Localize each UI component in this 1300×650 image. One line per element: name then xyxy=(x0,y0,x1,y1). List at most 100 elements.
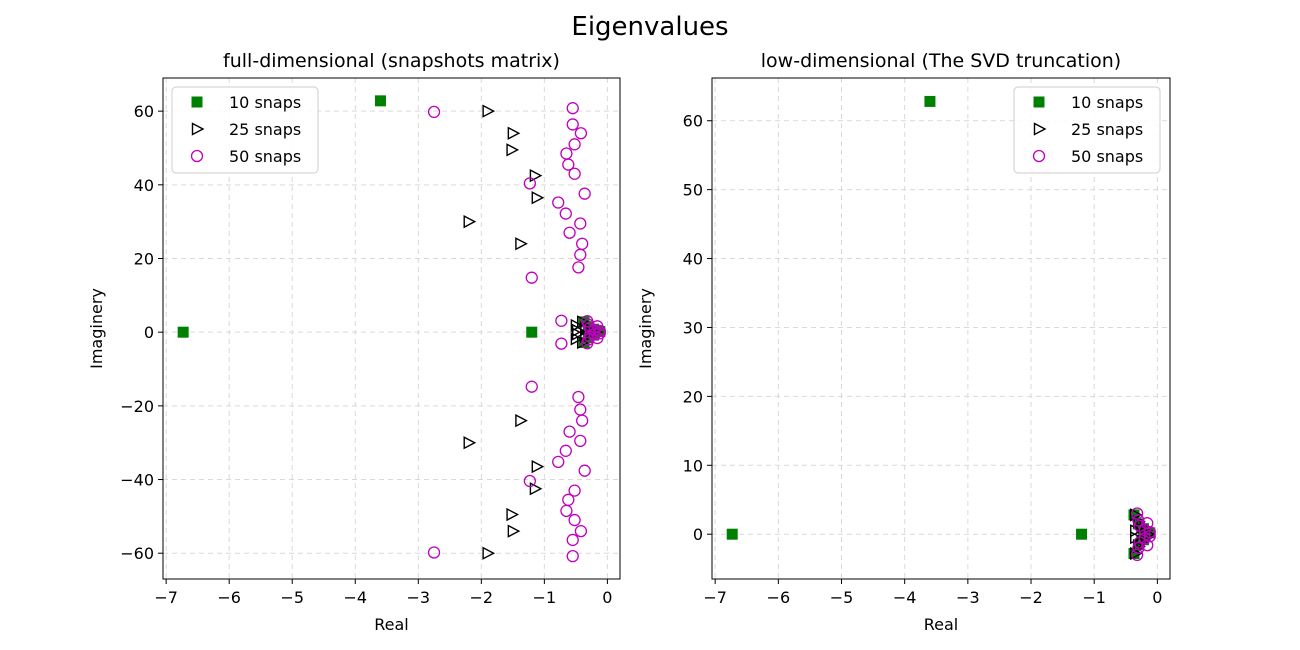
data-point xyxy=(463,436,477,450)
data-point xyxy=(1131,507,1144,520)
data-point xyxy=(1132,541,1145,555)
x-tick-label: −5 xyxy=(280,588,304,607)
data-point xyxy=(574,127,588,140)
legend-label: 10 snaps xyxy=(1071,93,1143,112)
data-point xyxy=(506,143,520,157)
data-point xyxy=(568,167,581,180)
x-tick-label: −2 xyxy=(470,588,494,607)
data-point xyxy=(1130,530,1143,545)
y-tick-label: 20 xyxy=(683,387,703,406)
x-tick-label: −5 xyxy=(830,588,854,607)
y-tick-label: 40 xyxy=(134,176,154,195)
data-point xyxy=(482,104,496,118)
data-point xyxy=(566,102,579,115)
y-tick-label: 0 xyxy=(144,323,154,342)
y-tick-label: 60 xyxy=(134,102,154,121)
y-axis-label: Imaginery xyxy=(87,288,106,369)
data-point xyxy=(525,380,538,393)
legend-marker xyxy=(1032,149,1046,163)
legend-marker xyxy=(191,96,203,108)
data-point xyxy=(574,403,587,416)
axes-frame xyxy=(711,77,1171,580)
y-tick-label: 40 xyxy=(683,250,703,269)
data-point xyxy=(562,493,575,506)
legend-marker xyxy=(190,149,204,163)
series-50-snaps xyxy=(427,102,606,563)
data-point xyxy=(562,158,575,171)
series-25-snaps xyxy=(463,104,604,560)
data-point xyxy=(552,196,565,209)
data-point xyxy=(580,321,593,335)
data-point xyxy=(1141,539,1154,552)
data-point xyxy=(578,464,591,477)
data-point xyxy=(560,504,573,517)
data-point xyxy=(515,237,528,251)
chart-panels: −7 −6 −5 −4 −3 −2 −1 0−60−40−200204060full-dime… xyxy=(87,50,1171,634)
y-tick-label: 0 xyxy=(693,525,703,544)
x-tick-label: −7 xyxy=(154,588,178,607)
legend-box xyxy=(1013,86,1161,174)
legend: 10 snaps 25 snaps 50 snaps xyxy=(1013,86,1161,174)
x-tick-label: −6 xyxy=(767,588,791,607)
data-point xyxy=(507,126,521,140)
data-point xyxy=(566,533,579,547)
data-point xyxy=(576,414,589,427)
data-point xyxy=(1143,525,1156,539)
y-tick-label: −20 xyxy=(120,397,154,416)
data-point xyxy=(580,329,593,344)
data-point xyxy=(507,524,521,538)
legend-label: 25 snaps xyxy=(1071,120,1143,139)
data-point xyxy=(531,459,545,474)
data-point xyxy=(555,314,568,327)
data-point xyxy=(559,207,572,220)
legend: 10 snaps 25 snaps 50 snaps xyxy=(171,86,319,174)
chart-title: low-dimensional (The SVD truncation) xyxy=(761,50,1121,72)
x-tick-label: −7 xyxy=(703,588,727,607)
y-axis-label: Imaginery xyxy=(636,288,655,369)
data-point xyxy=(559,444,572,457)
legend-box xyxy=(171,86,319,174)
data-point xyxy=(560,147,573,160)
legend-label: 50 snaps xyxy=(1071,147,1143,166)
data-point xyxy=(566,550,579,563)
x-tick-label: −6 xyxy=(217,588,241,607)
y-tick-label: 10 xyxy=(683,456,703,475)
figure-title: Eigenvalues xyxy=(571,12,728,42)
axes-frame xyxy=(162,77,621,580)
data-point xyxy=(177,326,189,338)
x-tick-label: −3 xyxy=(956,588,980,607)
x-tick-label: −3 xyxy=(406,588,430,607)
x-tick-label: −1 xyxy=(533,588,557,607)
data-point xyxy=(924,95,936,107)
data-point xyxy=(427,105,441,119)
data-point xyxy=(568,513,581,527)
data-point xyxy=(563,425,576,438)
x-axis-label: Real xyxy=(924,615,959,634)
data-point xyxy=(1141,517,1154,530)
data-point xyxy=(463,215,477,229)
data-point xyxy=(726,528,738,540)
data-point xyxy=(555,337,568,350)
data-point xyxy=(427,546,441,559)
x-tick-label: −4 xyxy=(893,588,917,607)
x-tick-label: −1 xyxy=(1082,588,1106,607)
data-point xyxy=(506,507,520,522)
chart-title: full-dimensional (snapshots matrix) xyxy=(223,50,560,72)
data-point xyxy=(576,237,589,250)
data-point xyxy=(574,217,587,230)
data-point xyxy=(1130,524,1143,538)
data-point xyxy=(1132,514,1145,527)
data-point xyxy=(525,271,538,284)
data-point xyxy=(572,390,585,404)
data-point xyxy=(563,226,576,239)
data-point xyxy=(570,332,584,346)
y-tick-label: 20 xyxy=(134,250,154,269)
data-point xyxy=(523,474,537,488)
x-tick-label: −2 xyxy=(1019,588,1043,607)
data-point xyxy=(374,95,386,107)
legend-marker xyxy=(191,122,205,136)
data-point xyxy=(566,118,579,131)
legend-label: 50 snaps xyxy=(229,147,301,166)
data-point xyxy=(529,168,543,183)
chart-panel-1: −7 −6 −5 −4 −3 −2 −1 0 −60 −40 −20 0 20 40 60 full-dime… xyxy=(87,50,621,634)
